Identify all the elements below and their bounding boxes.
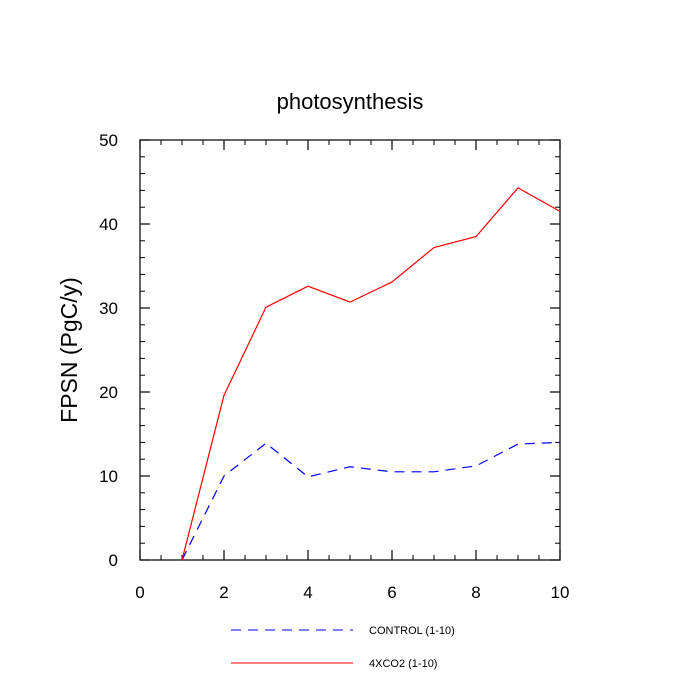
y-tick-label: 0: [109, 551, 118, 570]
legend-label-2: 4XCO2 (1-10): [369, 658, 437, 670]
series-line-1: [181, 441, 561, 561]
chart-title: photosynthesis: [277, 89, 424, 114]
x-tick-label: 10: [551, 583, 570, 602]
legend: CONTROL (1-10) 4XCO2 (1-10): [231, 625, 455, 670]
y-tick-label: 30: [99, 299, 118, 318]
x-tick-label: 4: [303, 583, 312, 602]
y-tick-label: 40: [99, 215, 118, 234]
x-tick-label: 6: [387, 583, 396, 602]
y-tick-label: 20: [99, 383, 118, 402]
y-axis-label: FPSN (PgC/y): [56, 277, 82, 423]
legend-label-1: CONTROL (1-10): [369, 625, 455, 637]
plot-area: 0 2 4 6 8 10 0 10 20 30 40 50: [99, 131, 569, 602]
x-tick-label: 2: [219, 583, 228, 602]
y-tick-label: 10: [99, 467, 118, 486]
x-tick-label: 8: [471, 583, 480, 602]
x-tick-label: 0: [135, 583, 144, 602]
series-line-2: [181, 187, 561, 561]
y-tick-label: 50: [99, 131, 118, 150]
